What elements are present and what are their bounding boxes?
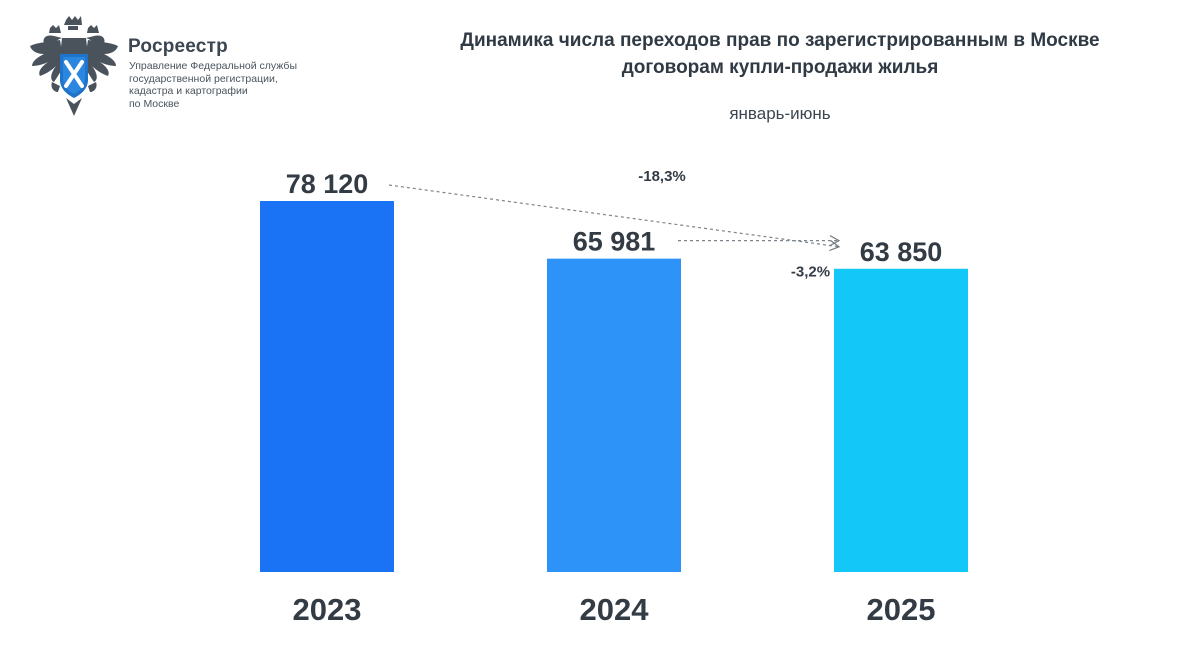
bar-2025 bbox=[834, 268, 968, 572]
chart-title: Динамика числа переходов прав по зарегис… bbox=[380, 27, 1180, 81]
org-subtitle-line: по Москве bbox=[129, 97, 180, 110]
value-label-2023: 78 120 bbox=[286, 169, 369, 199]
rosreestr-logo: Росреестр Управление Федеральной службы … bbox=[28, 16, 328, 121]
arrows-layer bbox=[388, 184, 841, 252]
bars-layer bbox=[260, 201, 968, 572]
value-label-2024: 65 981 bbox=[573, 227, 656, 257]
chart-subtitle: январь-июнь bbox=[729, 104, 831, 123]
double-headed-eagle-emblem-icon bbox=[30, 16, 118, 116]
labels-layer: 78 120 2023 65 981 2024 63 850 2025 -18,3% -3,2… bbox=[286, 168, 943, 627]
bar-2023 bbox=[260, 201, 394, 572]
bar-2024 bbox=[547, 258, 681, 572]
chart-title-line: договорам купли-продажи жилья bbox=[621, 57, 939, 78]
category-label-2023: 2023 bbox=[293, 592, 362, 627]
category-label-2024: 2024 bbox=[580, 592, 650, 627]
org-subtitle-line: кадастра и картографии bbox=[129, 85, 248, 98]
change-arrow-2023-2025 bbox=[388, 184, 841, 252]
org-subtitle-line: Управление Федеральной службы bbox=[129, 60, 297, 72]
org-subtitle-line: государственной регистрации, bbox=[129, 72, 278, 85]
org-name: Росреестр bbox=[128, 36, 228, 57]
org-subtitle: Управление Федеральной службы государств… bbox=[129, 60, 339, 110]
change-label-2023-2025: -18,3% bbox=[638, 168, 686, 185]
value-label-2025: 63 850 bbox=[860, 237, 943, 267]
chart-title-line: Динамика числа переходов прав по зарегис… bbox=[460, 30, 1100, 51]
change-label-2024-2025: -3,2% bbox=[791, 264, 830, 281]
category-label-2025: 2025 bbox=[867, 592, 936, 627]
